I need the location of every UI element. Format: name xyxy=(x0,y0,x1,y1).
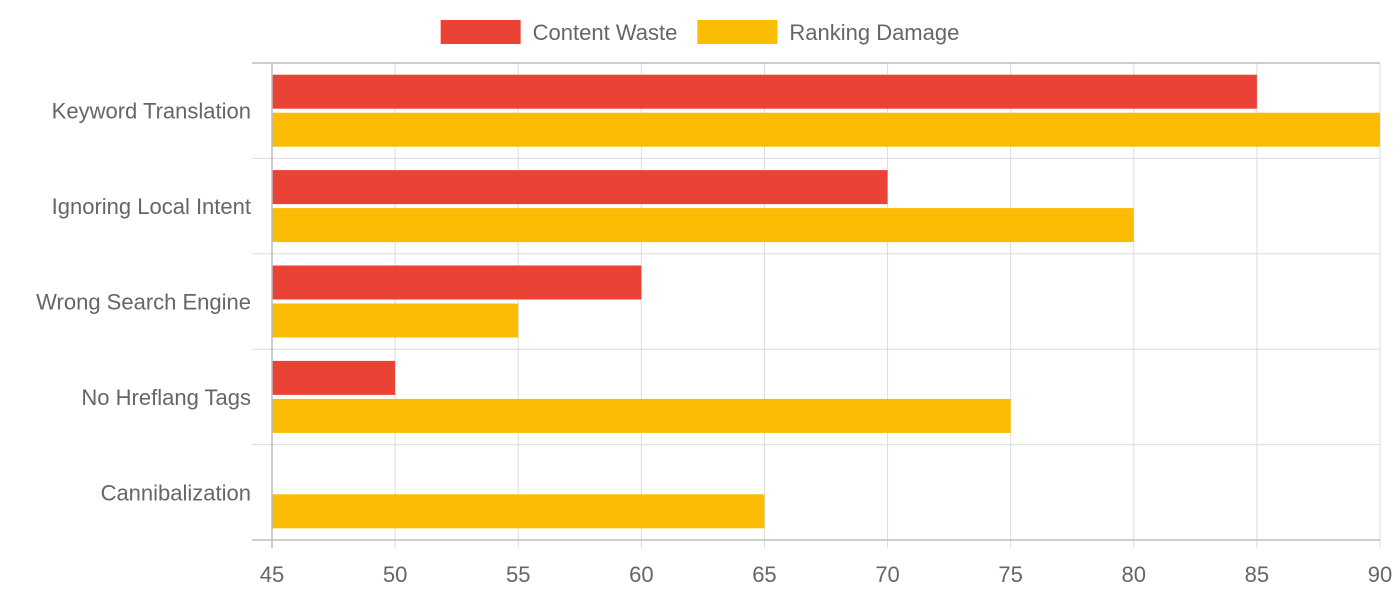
axis-layer: 45 50 55 60 65 70 75 80 85 90 Keyword Translation I… xyxy=(36,63,1392,587)
x-tick-label: 80 xyxy=(1122,562,1146,587)
bars-layer xyxy=(272,74,1380,529)
legend-item[interactable]: Ranking Damage xyxy=(697,20,959,45)
legend-swatch xyxy=(440,20,521,44)
y-category-label: No Hreflang Tags xyxy=(81,385,251,410)
x-tick-label: 75 xyxy=(998,562,1022,587)
bar-ranking-damage[interactable] xyxy=(272,398,1011,433)
legend-item[interactable]: Content Waste xyxy=(440,20,678,45)
y-category-label: Keyword Translation xyxy=(52,99,251,124)
y-category-label: Wrong Search Engine xyxy=(36,290,251,315)
y-category-label: Cannibalization xyxy=(101,480,251,505)
x-tick-label: 60 xyxy=(629,562,653,587)
bar-ranking-damage[interactable] xyxy=(272,494,765,529)
x-tick-label: 45 xyxy=(260,562,284,587)
x-tick-label: 50 xyxy=(383,562,407,587)
x-tick-label: 55 xyxy=(506,562,530,587)
bar-ranking-damage[interactable] xyxy=(272,303,519,338)
x-tick-label: 70 xyxy=(875,562,899,587)
legend-swatch xyxy=(697,20,778,44)
x-tick-label: 65 xyxy=(752,562,776,587)
y-category-label: Ignoring Local Intent xyxy=(52,194,251,219)
legend-label: Ranking Damage xyxy=(789,20,959,45)
bar-ranking-damage[interactable] xyxy=(272,208,1134,243)
legend[interactable]: Content Waste Ranking Damage xyxy=(440,20,960,45)
bar-content-waste[interactable] xyxy=(272,265,642,300)
x-tick-label: 90 xyxy=(1368,562,1392,587)
bar-ranking-damage[interactable] xyxy=(272,112,1380,147)
bar-content-waste[interactable] xyxy=(272,170,888,205)
bar-content-waste[interactable] xyxy=(272,74,1257,109)
legend-label: Content Waste xyxy=(533,20,678,45)
bar-content-waste[interactable] xyxy=(272,360,396,395)
x-tick-label: 85 xyxy=(1245,562,1269,587)
